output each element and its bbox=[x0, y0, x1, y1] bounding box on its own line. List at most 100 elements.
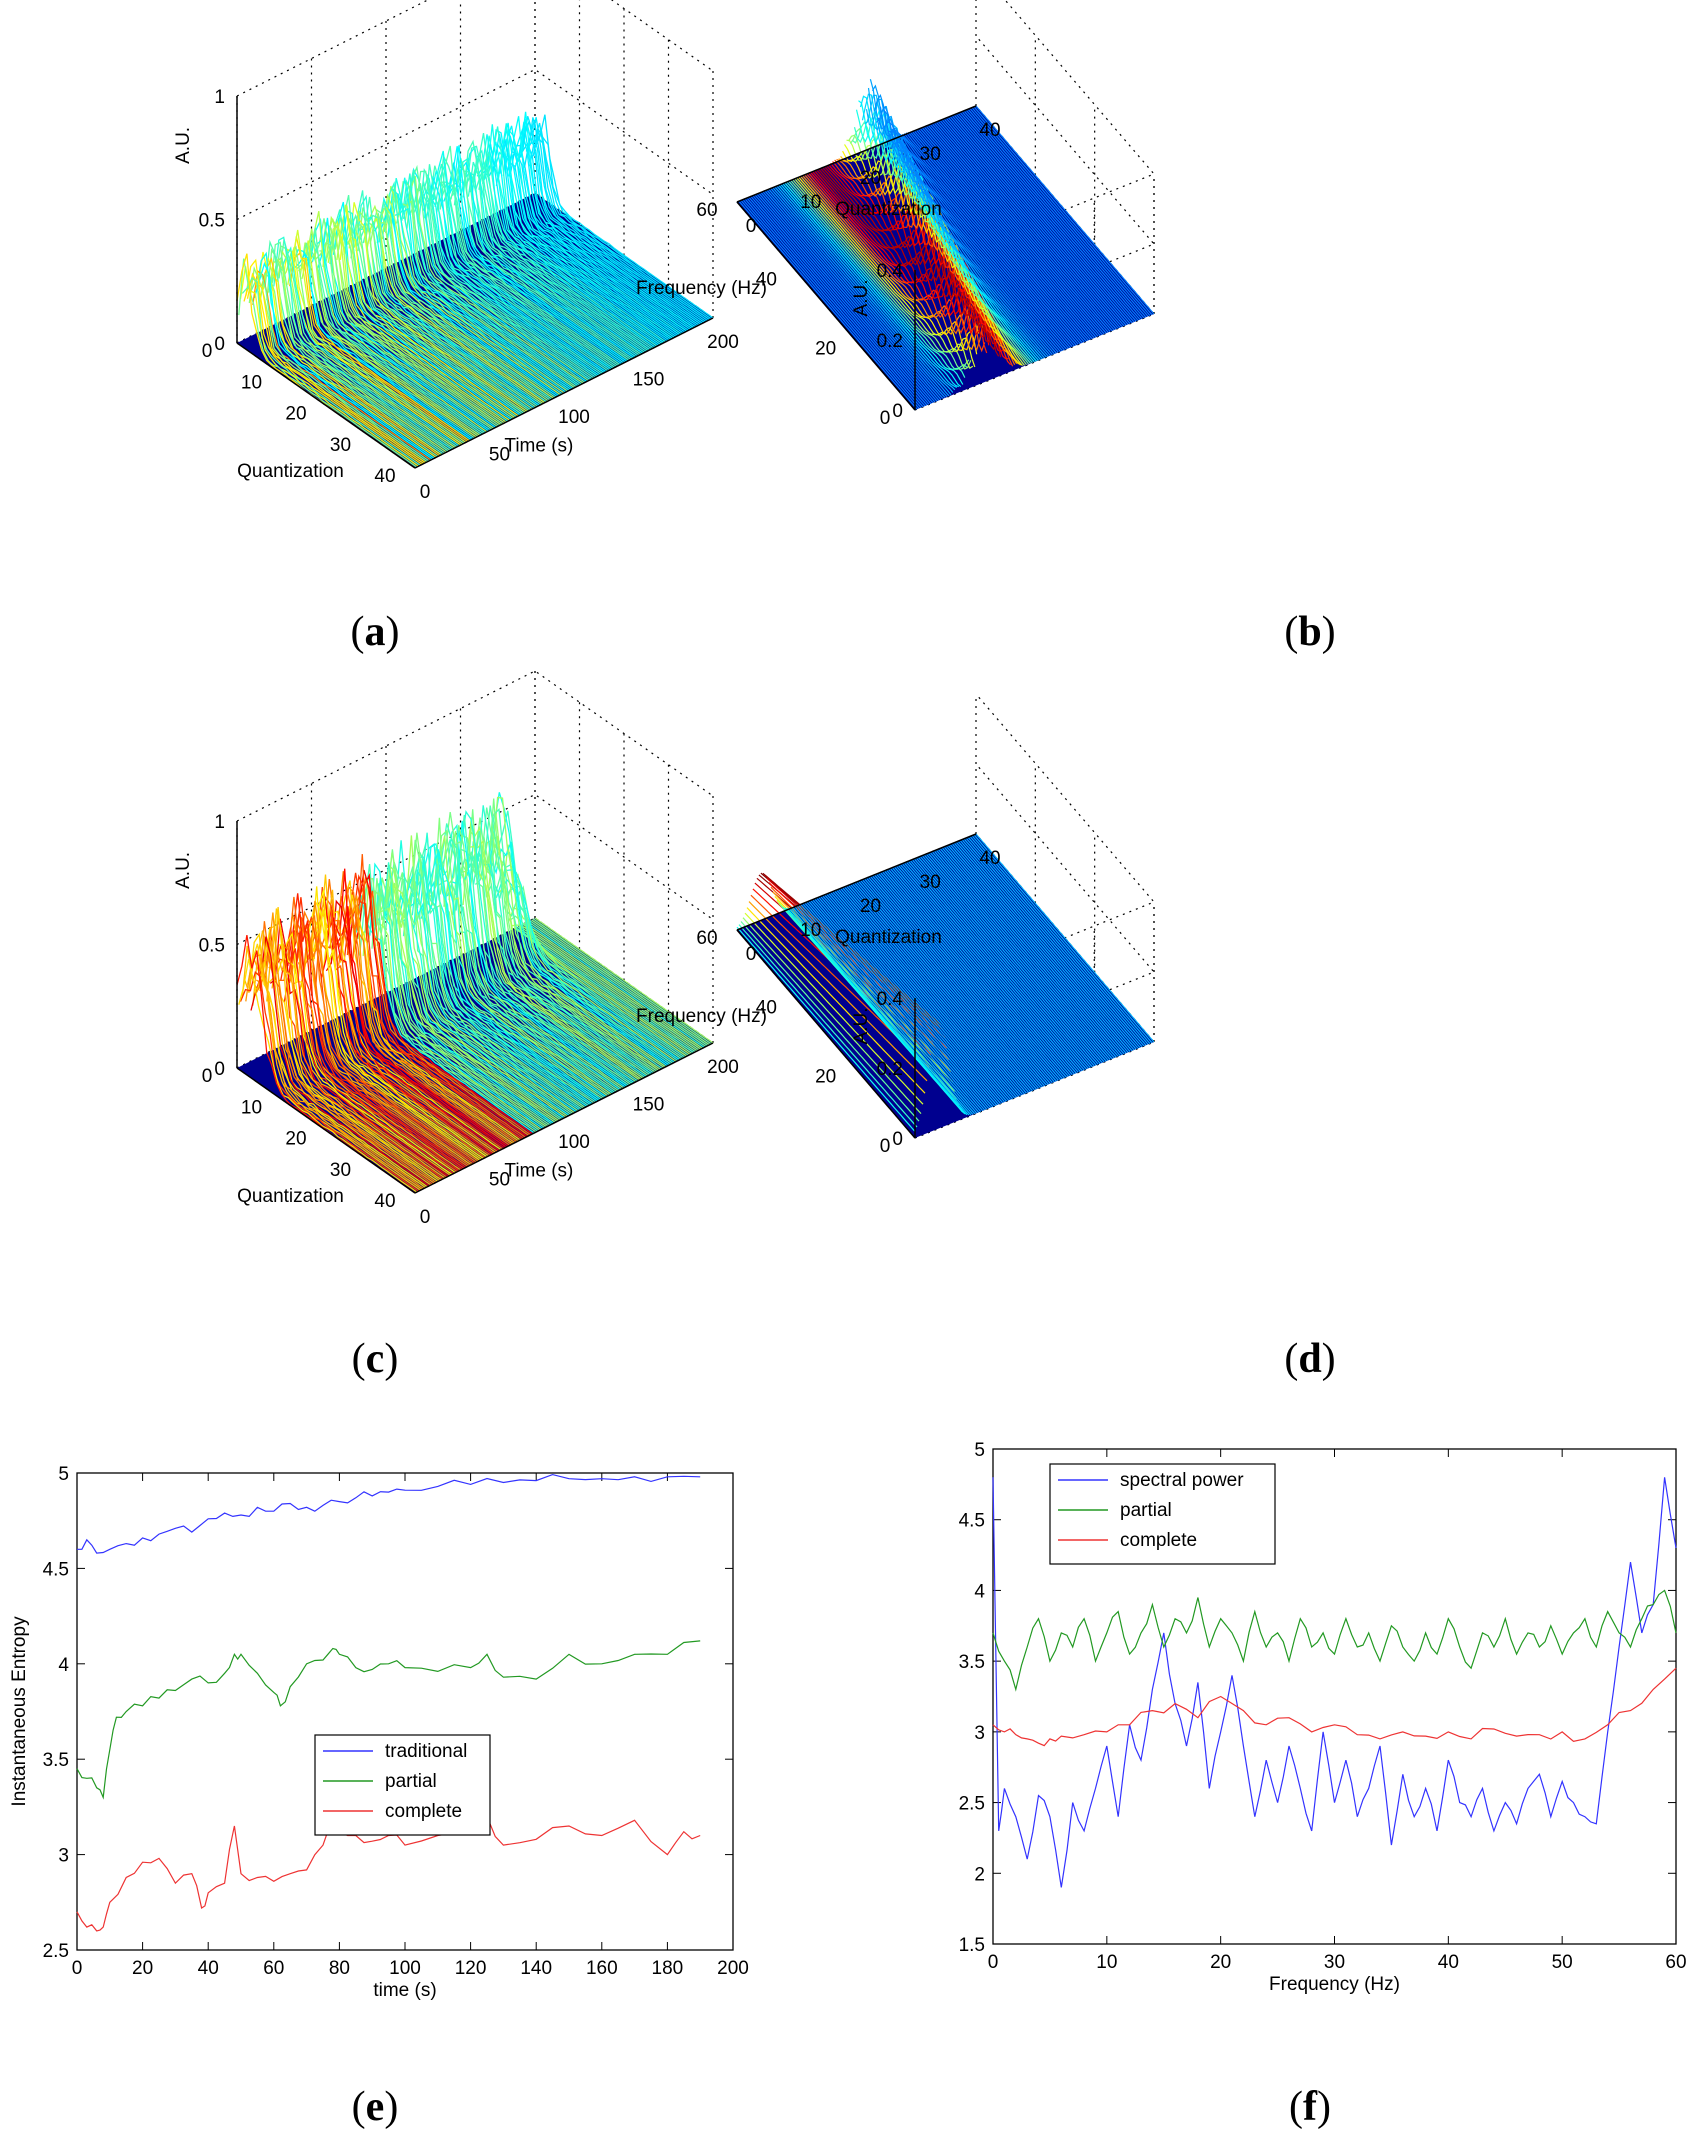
surface-ridge bbox=[401, 179, 581, 386]
surface-ridge bbox=[776, 185, 956, 391]
surface-ridge bbox=[490, 129, 670, 341]
surface-ridge bbox=[901, 863, 1081, 1072]
surface-ridge bbox=[350, 224, 530, 412]
surface-ridge bbox=[499, 864, 679, 1062]
surface-ridge bbox=[453, 163, 633, 360]
surface-ridge bbox=[280, 246, 460, 447]
surface-ridge bbox=[529, 920, 709, 1047]
surface-ridge bbox=[804, 902, 984, 1112]
surface-ridge bbox=[239, 971, 419, 1192]
y-tick-label: 40 bbox=[979, 120, 1000, 141]
surface-ridge bbox=[297, 928, 477, 1163]
surface-ridge bbox=[408, 167, 588, 383]
surface-ridge bbox=[243, 936, 423, 1190]
surface-ridge bbox=[852, 883, 1031, 1092]
surface-ridge bbox=[455, 810, 635, 1084]
surface-ridge bbox=[434, 164, 614, 369]
surface-ridge bbox=[436, 823, 616, 1093]
surface-ridge bbox=[346, 854, 526, 1138]
surface-ridge bbox=[754, 194, 934, 404]
surface-ridge bbox=[268, 918, 447, 1178]
surface-ridge bbox=[881, 871, 1061, 1080]
x-tick-label: 0 bbox=[202, 1066, 213, 1087]
surface-ridge bbox=[357, 207, 537, 408]
surface-ridge bbox=[971, 107, 1151, 316]
surface-ridge bbox=[376, 852, 556, 1123]
surface-ridge bbox=[967, 836, 1147, 1046]
surface-ridge bbox=[415, 170, 595, 379]
surface-ridge bbox=[334, 880, 514, 1145]
surface-ridge bbox=[818, 168, 998, 351]
surface-ridge bbox=[387, 883, 567, 1118]
surface-ridge bbox=[522, 923, 702, 1050]
surface-ridge bbox=[792, 906, 972, 1116]
surface-ridge bbox=[951, 115, 1131, 324]
surface-ridge bbox=[260, 257, 440, 457]
axes bbox=[736, 105, 977, 411]
y-tick-label: 4.5 bbox=[959, 1511, 985, 1532]
surface-ridge bbox=[348, 869, 528, 1137]
surface-ridge bbox=[308, 890, 488, 1158]
surface-ridge bbox=[332, 871, 512, 1145]
surface-ridge bbox=[338, 885, 518, 1143]
surface-ridge bbox=[423, 817, 603, 1100]
x-tick-label: 40 bbox=[374, 466, 395, 487]
y-tick-label: 2.5 bbox=[959, 1794, 985, 1815]
z-tick-label: 0 bbox=[892, 401, 903, 422]
surface-ridge bbox=[266, 910, 446, 1179]
surface-ridge bbox=[446, 146, 626, 363]
x-axis-line bbox=[736, 929, 916, 1139]
surface-ridge bbox=[420, 843, 600, 1101]
legend-label: traditional bbox=[385, 1741, 467, 1762]
grid-line bbox=[236, 670, 714, 822]
y-axis-line bbox=[736, 105, 977, 203]
surface-ridge bbox=[534, 917, 714, 1044]
surface-ridge bbox=[774, 186, 954, 393]
surface-ridge bbox=[529, 122, 709, 322]
z-tick-label: 0 bbox=[214, 1059, 225, 1080]
surface-ridge bbox=[748, 901, 928, 1082]
surface-ridges bbox=[736, 833, 1155, 1132]
surface-ridge bbox=[881, 102, 1061, 352]
surface-ridge bbox=[294, 910, 474, 1165]
surface-ridge bbox=[806, 901, 986, 1111]
surface-ridge bbox=[895, 129, 1075, 347]
surface-ridge bbox=[887, 868, 1067, 1078]
surface-ridge bbox=[515, 927, 695, 1054]
z-axis-title: A.U. bbox=[173, 852, 194, 889]
surface-ridge bbox=[345, 213, 525, 414]
surface-ridge bbox=[862, 879, 1041, 1088]
y-tick-label: 150 bbox=[633, 370, 665, 391]
surface-ridge bbox=[243, 276, 423, 465]
surface-ridge bbox=[255, 940, 435, 1184]
surface-ridge bbox=[483, 808, 663, 1070]
surface-ridge bbox=[969, 108, 1149, 317]
x-axis-title: Frequency (Hz) bbox=[636, 278, 767, 299]
surface-ridge bbox=[376, 207, 556, 398]
surface-ridge bbox=[810, 900, 990, 1109]
surface-ridge bbox=[271, 255, 451, 451]
surface-ridge bbox=[744, 198, 924, 408]
surface-ridge bbox=[840, 888, 1020, 1097]
x-tick-label: 30 bbox=[1324, 1952, 1345, 1973]
surface-ridge bbox=[850, 884, 1029, 1093]
surface-ridge bbox=[792, 179, 972, 370]
surface-ridge bbox=[306, 233, 486, 434]
x-tick-label: 20 bbox=[285, 404, 306, 425]
surface-ridge bbox=[909, 131, 1089, 341]
x-axis-title: Quantization bbox=[237, 461, 344, 482]
series-line-partial bbox=[992, 1589, 1677, 1692]
surface-ridge bbox=[259, 925, 439, 1182]
x-tick-label: 10 bbox=[241, 372, 262, 393]
y-tick-label: 0 bbox=[746, 944, 757, 965]
surface-ridge bbox=[406, 832, 586, 1108]
surface-ridge bbox=[378, 863, 558, 1122]
x-tick-label: 0 bbox=[202, 341, 213, 362]
surface-ridge bbox=[903, 862, 1083, 1072]
surface-ridge bbox=[472, 132, 652, 350]
y-tick-label: 3 bbox=[974, 1723, 985, 1744]
surface-ridge bbox=[818, 896, 998, 1106]
surface-ridge bbox=[388, 882, 568, 1117]
surface-ridge bbox=[292, 925, 472, 1166]
